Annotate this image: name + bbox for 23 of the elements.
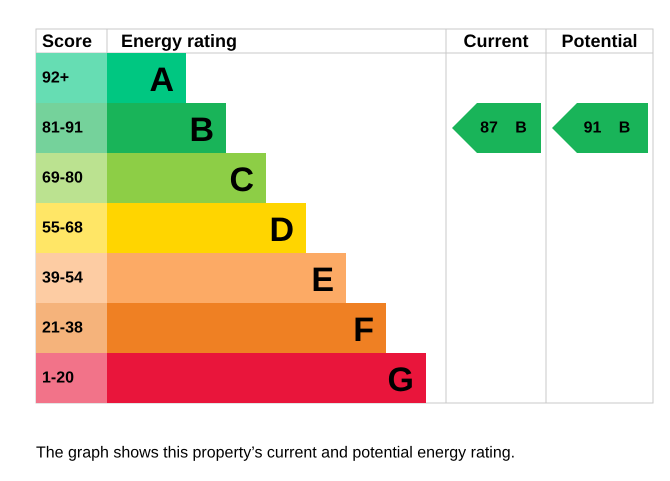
category-label: B [515, 120, 527, 136]
category-label: C [229, 161, 254, 199]
category-label: F [353, 311, 374, 349]
text: Current [463, 31, 529, 51]
text: Potential [561, 31, 638, 51]
category-label: E [311, 261, 334, 299]
data-label: 87 [480, 120, 498, 136]
category-label: 69-80 [42, 170, 83, 186]
category-label: D [269, 211, 294, 249]
category-label: 55-68 [42, 220, 83, 236]
data-label: 91 [584, 120, 602, 136]
category-label: 39-54 [42, 270, 83, 286]
text: Energy rating [121, 31, 238, 51]
category-label: G [388, 361, 414, 399]
category-label: 1-20 [42, 370, 74, 386]
category-label: B [618, 120, 630, 136]
category-label: 21-38 [42, 320, 83, 336]
category-label: 92+ [42, 70, 70, 86]
text: Score [42, 31, 92, 51]
category-label: B [189, 111, 214, 149]
text: The graph shows this property’s current and potential energy rating. [36, 444, 516, 462]
category-label: A [149, 61, 174, 99]
category-label: 81-91 [42, 120, 83, 136]
